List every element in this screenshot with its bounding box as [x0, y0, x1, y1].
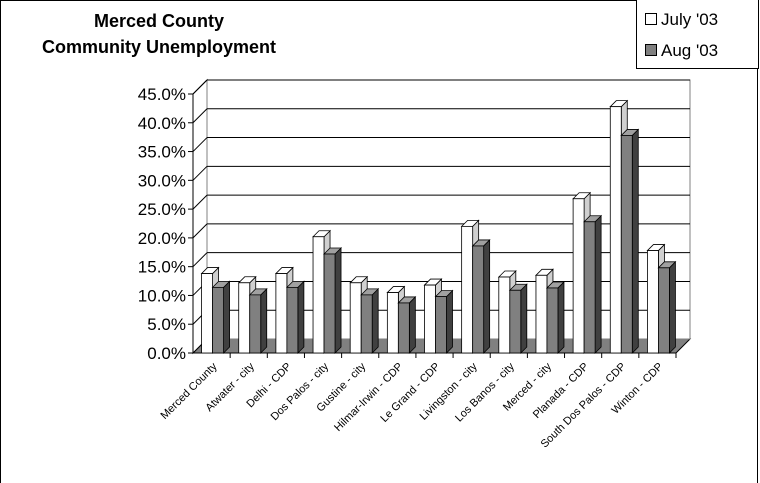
bar-side-aug — [408, 295, 416, 354]
y-tick-label: 15.0% — [138, 258, 186, 277]
bar-july — [535, 274, 548, 354]
y-tick-label: 35.0% — [138, 143, 186, 162]
legend-label-july: July '03 — [661, 10, 719, 29]
bar-side-aug — [594, 214, 602, 354]
y-tick-label: 25.0% — [138, 200, 186, 219]
bar-aug — [323, 253, 336, 354]
legend-item-july: July '03 — [645, 9, 718, 31]
bar-aug — [435, 296, 447, 354]
gridline-side — [192, 137, 208, 152]
bar-aug — [249, 294, 262, 354]
chart-title-line-1: Merced County — [93, 11, 225, 31]
bar-july — [647, 250, 659, 354]
bar-side-aug — [557, 280, 565, 354]
bar-aug — [658, 267, 670, 354]
y-tick-label: 5.0% — [147, 315, 186, 334]
bar-july — [461, 225, 474, 354]
bar-aug — [397, 302, 410, 354]
legend-swatch-aug — [645, 43, 657, 56]
gridline-side — [192, 194, 208, 210]
gridline-side — [192, 79, 208, 95]
legend-item-aug: Aug '03 — [645, 40, 718, 62]
bar-aug — [360, 294, 373, 354]
bar-aug — [620, 135, 633, 354]
chart-title-line-2: Community Unemployment — [41, 37, 277, 57]
gridline-side — [192, 165, 208, 181]
bar-aug — [583, 221, 596, 354]
bar-july — [424, 284, 436, 354]
y-tick-label: 40.0% — [138, 114, 186, 133]
gridline-side — [192, 252, 208, 268]
bar-side-aug — [631, 128, 639, 354]
gridline-side — [192, 223, 208, 239]
bar-side-aug — [483, 238, 491, 354]
y-tick-label: 0.0% — [147, 344, 186, 363]
gridline-side — [192, 108, 208, 124]
bar-aug — [286, 286, 299, 354]
bar-july — [349, 282, 362, 354]
bar-july — [386, 292, 399, 354]
chart-title: Merced County Community Unemployment — [0, 8, 318, 60]
bar-july — [609, 106, 622, 354]
bar-aug — [509, 289, 522, 354]
bar-aug — [546, 287, 559, 354]
bar-july — [201, 273, 213, 354]
bar-side-aug — [371, 287, 379, 354]
bar-july — [312, 236, 325, 354]
bar-side-aug — [446, 289, 453, 354]
legend: July '03 Aug '03 — [636, 0, 759, 69]
legend-swatch-july — [645, 12, 657, 25]
y-tick-label: 30.0% — [138, 171, 186, 190]
bar-side-aug — [297, 280, 305, 354]
bar-july — [238, 282, 251, 354]
legend-label-aug: Aug '03 — [661, 41, 719, 60]
bar-side-aug — [334, 247, 342, 354]
bar-side-aug — [260, 287, 268, 354]
y-tick-label: 20.0% — [138, 229, 186, 248]
bar-july — [498, 276, 511, 354]
y-tick-label: 10.0% — [138, 286, 186, 305]
bar-july — [275, 273, 288, 354]
bar-side-aug — [223, 280, 230, 354]
bar-july — [572, 198, 585, 354]
bar-side-aug — [520, 283, 528, 354]
bar-side-aug — [669, 260, 676, 354]
bar-aug — [472, 245, 485, 354]
y-tick-label: 45.0% — [138, 85, 186, 104]
bar-aug — [212, 286, 224, 354]
x-tick-label: Hilmar-Irwin - CDP — [332, 361, 405, 434]
